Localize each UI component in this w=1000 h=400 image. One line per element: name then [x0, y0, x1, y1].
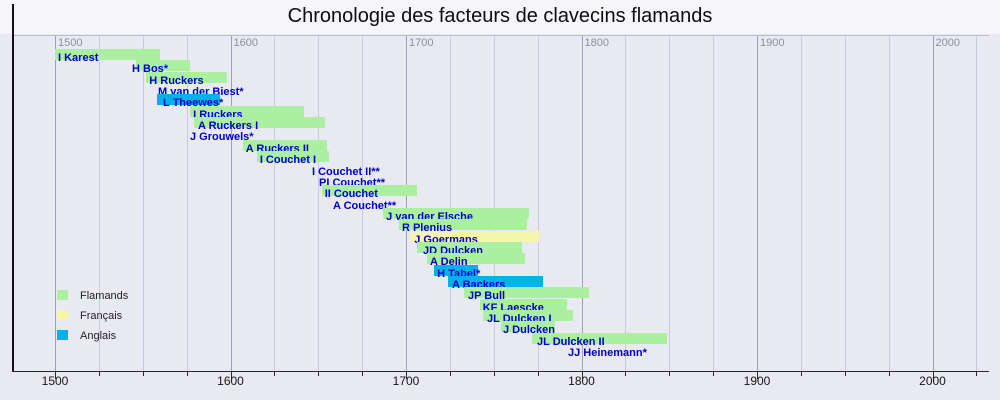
timeline-bar [448, 276, 543, 287]
timeline-bar [135, 60, 191, 72]
axis-year-label-bottom: 1500 [41, 374, 69, 388]
maker-label: H Ruckers [149, 74, 204, 87]
gridline [844, 35, 846, 371]
gridline [932, 35, 934, 371]
axis-year-label-bottom: 2000 [919, 374, 946, 388]
gridline [142, 35, 144, 371]
axis-year-label-top: 1800 [584, 37, 609, 49]
timeline-bar [156, 94, 220, 106]
axis-tick [274, 372, 276, 376]
timeline-bar [190, 105, 305, 117]
timeline-bar [434, 264, 478, 276]
gridline [625, 35, 627, 371]
gridline [406, 35, 407, 371]
axis-year-label-bottom: 1700 [392, 374, 420, 388]
legend-swatch [57, 310, 68, 320]
legend-swatch [57, 330, 68, 340]
timeline-bar [483, 310, 573, 322]
timeline-bar [398, 219, 528, 231]
timeline-bar [411, 230, 540, 242]
axis-year-label-top: 1700 [409, 37, 434, 49]
timeline-bar [479, 298, 568, 310]
gridline [98, 35, 100, 371]
axis-year-label-top: 1500 [58, 37, 83, 49]
timeline-bar [146, 71, 227, 83]
gridline [976, 35, 978, 371]
legend-label: Français [80, 310, 123, 322]
timeline-bar [532, 332, 668, 344]
timeline-bar [427, 253, 526, 265]
gridline [449, 35, 451, 371]
maker-label: A Ruckers I [198, 120, 259, 133]
maker-label: A Couchet** [333, 199, 397, 212]
timeline-bar [321, 185, 417, 197]
axis-year-label-top: 2000 [935, 37, 960, 49]
gridline [55, 35, 56, 371]
axis-tick [757, 372, 758, 379]
timeline-bar [416, 241, 522, 253]
gridline [230, 35, 232, 371]
axis-tick [230, 372, 232, 379]
axis-tick [713, 372, 715, 376]
timeline-bar [256, 151, 329, 163]
axis-tick [142, 372, 144, 376]
axis-tick [800, 372, 802, 376]
title-band [0, 0, 1000, 34]
axis-tick [976, 372, 978, 376]
axis-tick [537, 372, 539, 376]
gridline [713, 35, 715, 371]
timeline-bar [383, 207, 529, 219]
axis-tick [186, 372, 188, 376]
axis-tick [669, 372, 671, 376]
axis-tick [318, 372, 320, 376]
gridline [669, 35, 671, 371]
top-axis-line [12, 35, 989, 36]
timeline-bar [242, 139, 328, 151]
timeline-bar [500, 321, 556, 333]
axis-tick [449, 372, 451, 376]
axis-year-label-top: 1900 [760, 37, 785, 49]
axis-tick [581, 372, 583, 379]
axis-tick [362, 372, 364, 376]
gridline [888, 35, 890, 371]
maker-label: I Couchet II** [312, 165, 380, 178]
axis-tick [98, 372, 100, 376]
gridline [581, 35, 583, 371]
axis-year-label-top: 1600 [233, 37, 258, 49]
legend-label: Flamands [80, 290, 129, 302]
gridline [800, 35, 802, 371]
gridline [186, 35, 188, 371]
axis-tick [888, 372, 890, 376]
axis-tick [625, 372, 627, 376]
gridline [318, 35, 320, 371]
maker-label: I Couchet I [259, 154, 317, 167]
axis-year-label-bottom: 1900 [743, 374, 771, 388]
chart-title: Chronologie des facteurs de clavecins fl… [287, 5, 713, 27]
axis-tick [844, 372, 846, 376]
left-frame-line [12, 4, 14, 371]
timeline-bar [463, 287, 589, 299]
gridline [757, 35, 758, 371]
legend-label: Anglais [80, 330, 117, 342]
maker-label: I Karest [58, 52, 99, 64]
timeline-bar [55, 49, 161, 60]
gridline [537, 35, 539, 371]
maker-label: JL Dulcken II [537, 335, 605, 348]
maker-label: JJ Heinemann* [568, 347, 647, 360]
gridline [362, 35, 364, 371]
maker-label: J Grouwels* [190, 131, 254, 144]
timeline-bar [193, 117, 326, 129]
gridline [274, 35, 276, 371]
axis-year-label-bottom: 1800 [568, 374, 595, 388]
maker-label: II Couchet [324, 188, 378, 201]
gridline [493, 35, 495, 371]
axis-tick [493, 372, 495, 376]
bottom-axis-line [12, 371, 989, 372]
axis-tick [55, 372, 56, 379]
axis-year-label-bottom: 1600 [217, 374, 244, 388]
legend-swatch [57, 290, 68, 300]
axis-tick [406, 372, 407, 379]
axis-tick [932, 372, 934, 379]
